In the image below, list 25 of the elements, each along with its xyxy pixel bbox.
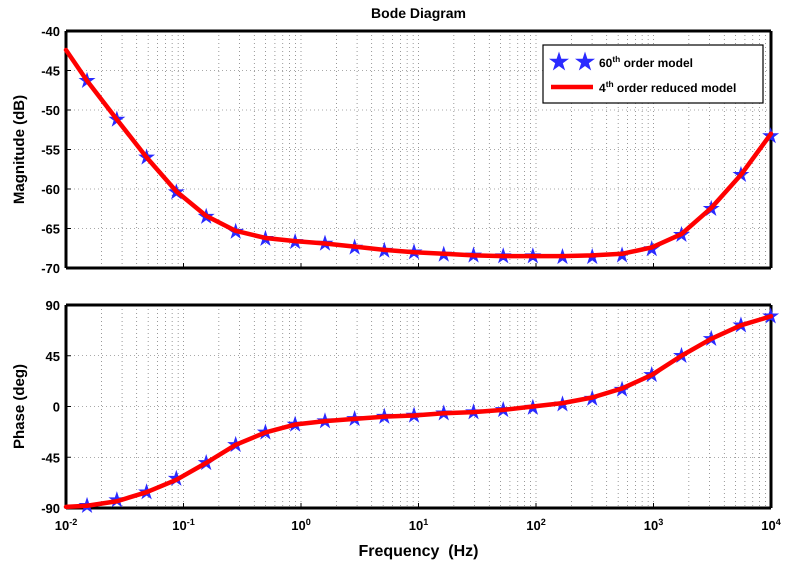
x-tick-label: 10$^{2}$ — [526, 517, 546, 533]
y-axis-title: Magnitude (dB) — [11, 94, 28, 204]
y-tick-label: 45 — [46, 348, 60, 364]
y-tick-label: -55 — [41, 142, 60, 158]
x-axis-title: Frequency (Hz) — [358, 543, 479, 560]
x-tick-label: 10$^{0}$ — [291, 517, 311, 533]
x-tick-label: 10$^{3}$ — [644, 517, 664, 533]
y-tick-label: -45 — [41, 450, 60, 466]
y-tick-label: -50 — [41, 103, 60, 118]
chart-title: Bode Diagram — [371, 5, 466, 21]
y-tick-label: -65 — [41, 222, 60, 236]
legend-label: 4$^{th}$ order reduced model — [599, 79, 736, 95]
y-tick-label: -45 — [41, 64, 60, 78]
y-axis-title: Phase (deg) — [11, 364, 28, 450]
x-tick-label: 10$^{-2}$ — [54, 517, 78, 533]
y-tick-label: 0 — [52, 400, 60, 414]
x-tick-label: 10$^{4}$ — [761, 517, 782, 533]
legend-label: 60$^{th}$ order model — [599, 54, 693, 70]
y-tick-label: -90 — [41, 501, 60, 516]
y-tick-label: -70 — [41, 261, 60, 276]
y-tick-label: -40 — [41, 24, 60, 39]
x-tick-label: 10$^{-1}$ — [172, 517, 195, 533]
y-tick-label: -60 — [41, 182, 60, 197]
y-tick-label: 90 — [46, 298, 60, 313]
x-tick-label: 10$^{1}$ — [408, 517, 428, 533]
